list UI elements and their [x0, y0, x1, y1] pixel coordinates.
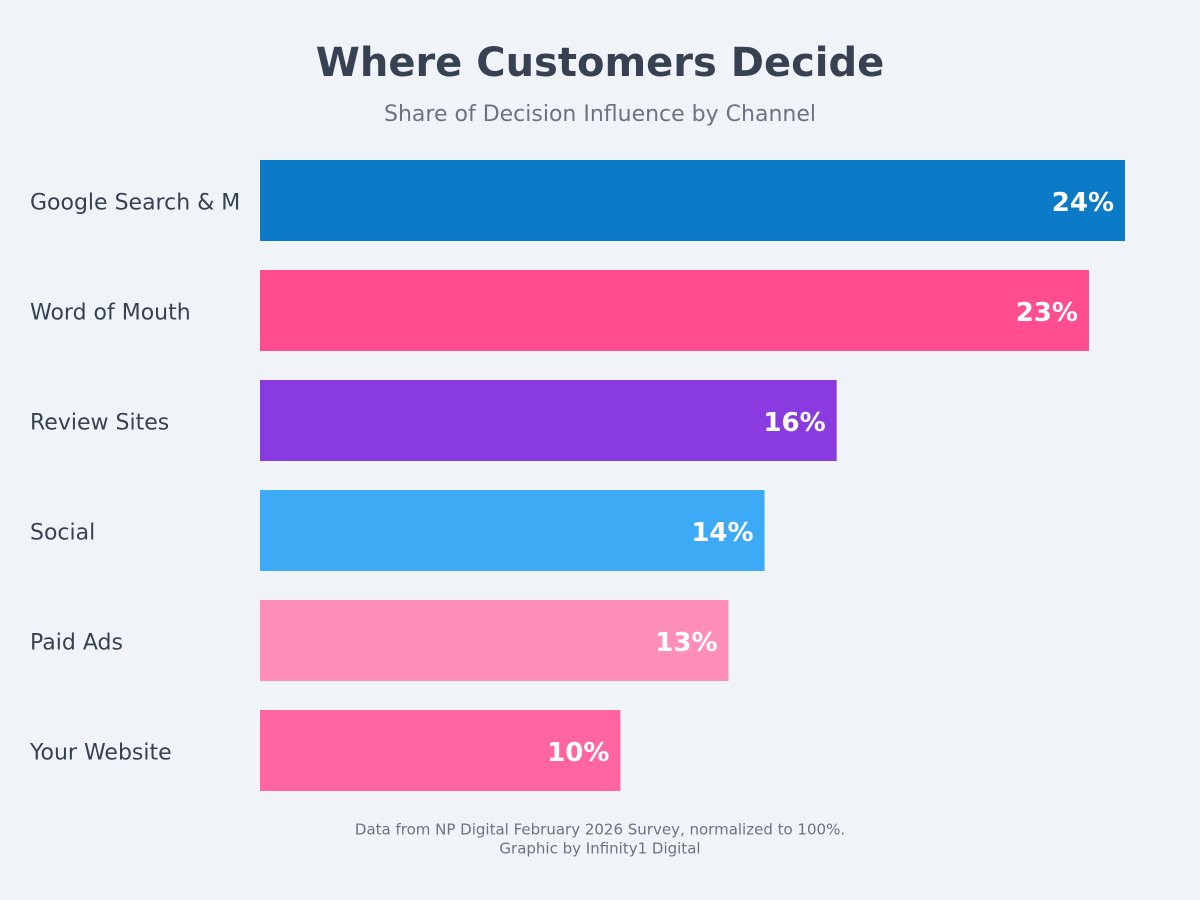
bar [260, 380, 837, 461]
value-label: 23% [1016, 298, 1078, 328]
chart-title: Where Customers Decide [316, 40, 885, 86]
y-tick-label: Word of Mouth [30, 301, 191, 326]
value-label: 24% [1052, 188, 1114, 218]
value-label: 16% [763, 408, 825, 438]
footer-note: Graphic by Infinity1 Digital [499, 840, 700, 858]
y-tick-label: Review Sites [30, 411, 169, 436]
bar [260, 270, 1089, 351]
bar [260, 710, 621, 791]
bar [260, 490, 765, 571]
chart-subtitle: Share of Decision Influence by Channel [384, 102, 816, 127]
value-label: 14% [691, 518, 753, 548]
bar [260, 160, 1125, 241]
y-tick-label: Your Website [29, 741, 172, 766]
y-tick-label: Google Search & M [30, 191, 240, 216]
bar [260, 600, 729, 681]
value-label: 10% [547, 738, 609, 768]
footer-note: Data from NP Digital February 2026 Surve… [355, 821, 845, 839]
value-label: 13% [655, 628, 717, 658]
y-tick-label: Paid Ads [30, 631, 123, 656]
y-tick-label: Social [30, 521, 95, 546]
